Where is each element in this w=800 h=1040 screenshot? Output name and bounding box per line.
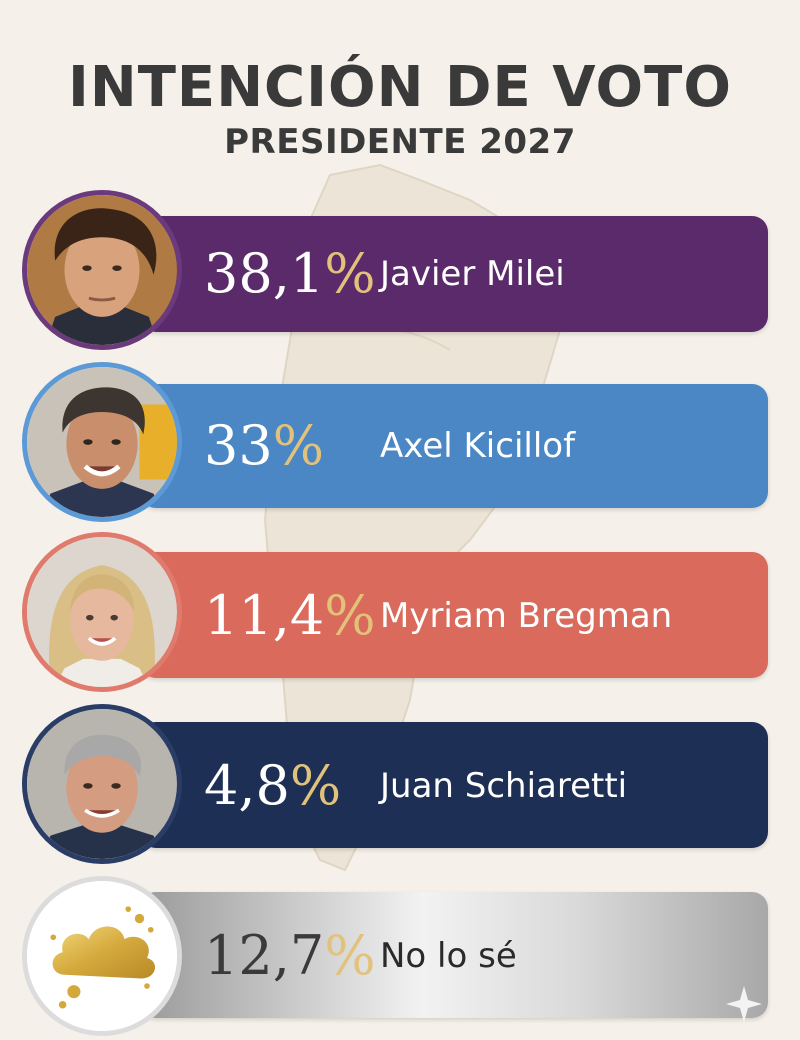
candidate-row-milei: 38,1% Javier Milei <box>0 188 800 358</box>
portrait-kicillof-icon <box>22 362 182 522</box>
value-label-kicillof: 33% <box>204 414 325 477</box>
name-label-schiaretti: Juan Schiaretti <box>380 766 628 806</box>
bar-unsure <box>140 892 768 1018</box>
name-label-milei: Javier Milei <box>380 254 565 294</box>
portrait-bregman-icon <box>22 532 182 692</box>
value-label-milei: 38,1% <box>204 242 376 305</box>
candidate-row-kicillof: 33% Axel Kicillof <box>0 358 800 528</box>
bar-milei <box>140 216 768 332</box>
name-label-unsure: No lo sé <box>380 936 517 976</box>
portrait-schiaretti-icon <box>22 704 182 864</box>
candidate-row-schiaretti: 4,8% Juan Schiaretti <box>0 700 800 870</box>
bar-kicillof <box>140 384 768 508</box>
candidate-row-bregman: 11,4% Myriam Bregman <box>0 528 800 698</box>
name-label-bregman: Myriam Bregman <box>380 596 673 636</box>
portrait-milei-icon <box>22 190 182 350</box>
sparkle-icon <box>726 986 762 1022</box>
bar-schiaretti <box>140 722 768 848</box>
name-label-kicillof: Axel Kicillof <box>380 426 576 466</box>
candidate-row-unsure: 12,7% No lo sé <box>0 870 800 1040</box>
gold-cloud-icon <box>22 876 182 1036</box>
bar-bregman <box>140 552 768 678</box>
page-subtitle: PRESIDENTE 2027 <box>224 122 576 162</box>
value-label-bregman: 11,4% <box>204 584 376 647</box>
value-label-schiaretti: 4,8% <box>204 754 342 817</box>
page-title: INTENCIÓN DE VOTO <box>68 55 732 120</box>
value-label-unsure: 12,7% <box>204 924 376 987</box>
